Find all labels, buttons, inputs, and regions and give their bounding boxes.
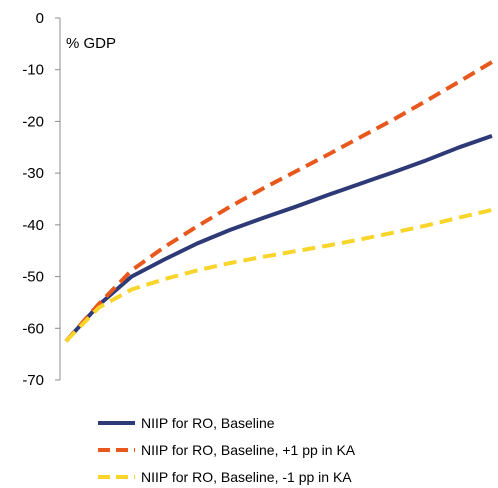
y-tick-labels: 0 -10 -20 -30 -40 -50 -60 -70 [22,10,60,389]
series-line-2 [64,60,494,343]
legend-label-1: NIIP for RO, Baseline [141,415,275,431]
y-tick-label: -60 [22,320,44,337]
y-tick-label: -30 [22,165,44,182]
y-tick-label: -20 [22,113,44,130]
series-line-1 [64,134,493,343]
y-tick-label: -70 [22,372,44,389]
unit-label: % GDP [66,35,116,52]
legend-label-2: NIIP for RO, Baseline, +1 pp in KA [141,442,356,458]
legend-label-3: NIIP for RO, Baseline, -1 pp in KA [141,469,352,485]
y-tick-label: 0 [36,10,44,27]
y-tick-label: -40 [22,217,44,234]
y-tick-label: -50 [22,269,44,286]
series-lines [64,60,494,343]
y-tick-label: -10 [22,62,44,79]
series-line-3 [64,207,493,343]
legend: NIIP for RO, Baseline NIIP for RO, Baseli… [98,415,356,485]
